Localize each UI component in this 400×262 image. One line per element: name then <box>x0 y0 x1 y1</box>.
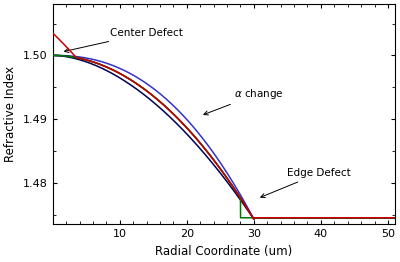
Y-axis label: Refractive Index: Refractive Index <box>4 66 18 162</box>
X-axis label: Radial Coordinate (um): Radial Coordinate (um) <box>155 244 292 258</box>
Text: $\alpha$ change: $\alpha$ change <box>204 87 284 115</box>
Text: Edge Defect: Edge Defect <box>261 168 351 198</box>
Text: Center Defect: Center Defect <box>64 28 182 52</box>
